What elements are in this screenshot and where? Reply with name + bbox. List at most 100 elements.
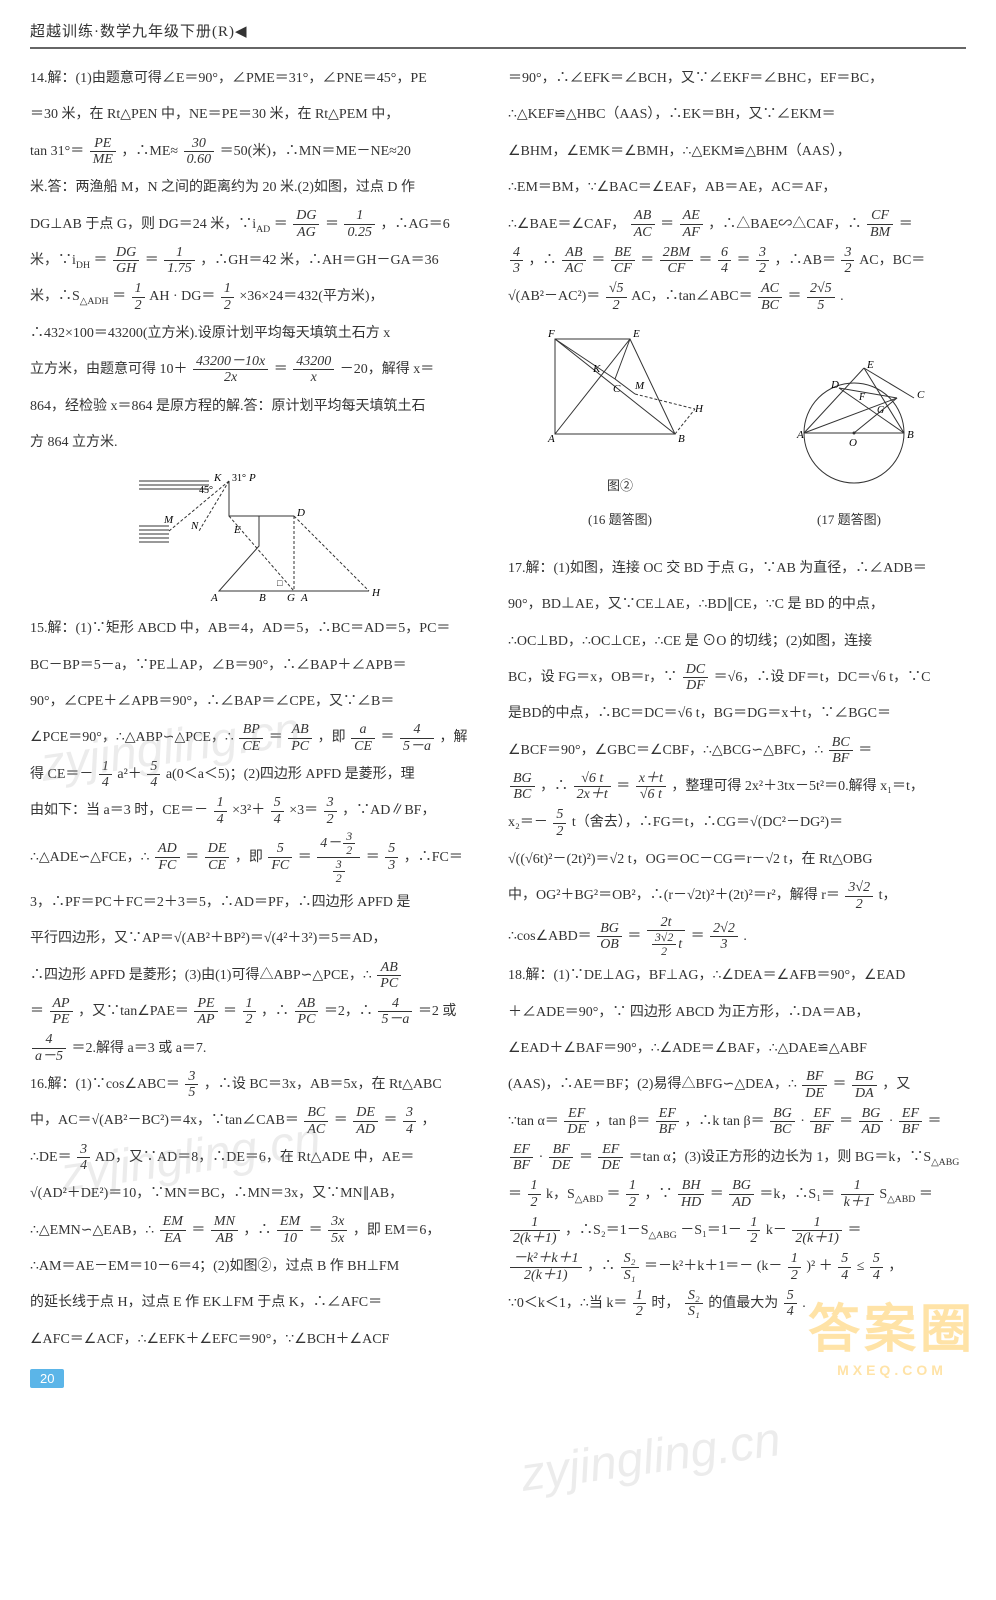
q14-line: 立方米，由题意可得 10＋ 43200－10x2x ＝ 43200x －20，解… bbox=[30, 352, 488, 388]
fraction: 3x5x bbox=[328, 1214, 347, 1246]
fraction: 4a－5 bbox=[32, 1032, 66, 1064]
q14-line: DG⊥AB 于点 G，则 DG＝24 米，∵iAD ＝ DGAG ＝ 10.25… bbox=[30, 207, 488, 243]
q16-line: 的延长线于点 H，过点 E 作 EK⊥FM 于点 K，∴∠AFC＝ bbox=[30, 1285, 488, 1321]
fraction: ABAC bbox=[562, 245, 586, 277]
svg-text:M: M bbox=[634, 380, 645, 392]
svg-text:F: F bbox=[547, 328, 555, 340]
svg-text:K: K bbox=[592, 363, 601, 375]
fraction: EFDE bbox=[598, 1142, 623, 1174]
fraction: ABAC bbox=[631, 208, 655, 240]
fraction: EFBF bbox=[899, 1106, 922, 1138]
q16-line: 16.解：(1)∵cos∠ABC＝ 35 ，∴设 BC＝3x，AB＝5x，在 R… bbox=[30, 1067, 488, 1103]
fraction: 5FC bbox=[268, 841, 292, 873]
q15-line: ∴△ADE∽△FCE，∴ ADFC ＝ DECE ，即 5FC ＝ 4－32 3… bbox=[30, 830, 488, 885]
q18-line: ＝ 12 k，S△ABD ＝ 12 ，∵ BHHD ＝ BGAD ＝k，∴S₁＝… bbox=[508, 1177, 966, 1213]
fraction: 54 bbox=[870, 1251, 883, 1283]
fraction: 2√23 bbox=[710, 921, 738, 953]
fraction: BGDA bbox=[852, 1069, 877, 1101]
left-column: 14.解：(1)由题意可得∠E＝90°，∠PME＝31°，∠PNE＝45°，PE… bbox=[30, 61, 488, 1358]
q16-line: √(AD²＋DE²)＝10，∵MN＝BC，∴MN＝3x，又∵MN∥AB， bbox=[30, 1176, 488, 1212]
figure-caption: (17 题答图) bbox=[759, 503, 939, 537]
svg-text:C: C bbox=[917, 389, 925, 401]
q14-line: ＝30 米，在 Rt△PEN 中，NE＝PE＝30 米，在 Rt△PEM 中， bbox=[30, 97, 488, 133]
fraction: x＋t√6 t bbox=[636, 771, 666, 803]
svg-text:G: G bbox=[287, 592, 295, 601]
fraction: 12 bbox=[626, 1178, 639, 1210]
fraction: DGAG bbox=[293, 208, 319, 240]
svg-text:B: B bbox=[907, 429, 914, 441]
fraction: 12 bbox=[243, 996, 256, 1028]
fraction: PEAP bbox=[194, 996, 217, 1028]
svg-text:F: F bbox=[858, 392, 866, 403]
fraction: 300.60 bbox=[184, 136, 215, 168]
fraction: ADFC bbox=[155, 841, 180, 873]
svg-text:C: C bbox=[613, 383, 621, 395]
fraction: 34 bbox=[403, 1105, 416, 1137]
q14-line: ∴432×100＝43200(立方米).设原计划平均每天填筑土石方 x bbox=[30, 316, 488, 352]
q14-line: 米.答：两渔船 M，N 之间的距离约为 20 米.(2)如图，过点 D 作 bbox=[30, 170, 488, 206]
q14-figure: K 31° P 45° M N E D A B G A H □ bbox=[30, 471, 488, 601]
q17-line: 是BD的中点，∴BC＝DC＝√6 t，BG＝DG＝x＋t，∵∠BGC＝ bbox=[508, 696, 966, 732]
fraction: 32 bbox=[756, 245, 769, 277]
fraction: 54 bbox=[838, 1251, 851, 1283]
q15-line: 3，∴PF＝PC＋FC＝2＋3＝5，∴AD＝PF，∴四边形 APFD 是 bbox=[30, 885, 488, 921]
q18-line: ＋∠ADE＝90°，∵ 四边形 ABCD 为正方形，∴DA＝AB， bbox=[508, 995, 966, 1031]
q17-line: ∠BCF＝90°，∠GBC＝∠CBF，∴△BCG∽△BFC，∴ BCBF ＝ bbox=[508, 733, 966, 769]
fraction: 43200x bbox=[293, 354, 334, 386]
svg-text:E: E bbox=[866, 359, 874, 371]
fraction: DGGH bbox=[113, 245, 139, 277]
fraction: ABPC bbox=[288, 722, 312, 754]
fraction: EFBF bbox=[510, 1142, 533, 1174]
fraction: 32 bbox=[841, 245, 854, 277]
fraction: 1k＋1 bbox=[841, 1178, 874, 1210]
fraction: 43 bbox=[510, 245, 523, 277]
q17-line: BGBC ，∴ √6 t2x＋t ＝ x＋t√6 t ，整理可得 2x²＋3tx… bbox=[508, 769, 966, 805]
q16-line: ∠AFC＝∠ACF，∴∠EFK＋∠EFC＝90°，∵∠BCH＋∠ACF bbox=[30, 1322, 488, 1358]
fraction: DECE bbox=[205, 841, 230, 873]
svg-text:H: H bbox=[371, 587, 381, 599]
fraction: EMEA bbox=[160, 1214, 186, 1246]
fraction: 34 bbox=[77, 1142, 90, 1174]
svg-text:P: P bbox=[248, 472, 256, 484]
fraction: BGBC bbox=[770, 1106, 795, 1138]
fraction: ABPC bbox=[295, 996, 319, 1028]
header-text: 超越训练·数学九年级下册(R)◀ bbox=[30, 24, 248, 40]
q17-line: 17.解：(1)如图，连接 OC 交 BD 于点 G，∵AB 为直径，∴∠ADB… bbox=[508, 551, 966, 587]
fraction: 3√22 bbox=[845, 880, 873, 912]
q14-line: 864，经检验 x＝864 是原方程的解.答：原计划平均每天填筑土石 bbox=[30, 389, 488, 425]
fraction: BFDE bbox=[802, 1069, 827, 1101]
fraction: 12 bbox=[747, 1215, 760, 1247]
q18-line: ∠EAD＋∠BAF＝90°，∴∠ADE＝∠BAF，∴△DAE≌△ABF bbox=[508, 1031, 966, 1067]
q14-line: 方 864 立方米. bbox=[30, 425, 488, 461]
svg-text:E: E bbox=[233, 524, 241, 536]
fraction: EM10 bbox=[277, 1214, 303, 1246]
q15-line: 4a－5 ＝2.解得 a＝3 或 a＝7. bbox=[30, 1031, 488, 1067]
fraction: EFBF bbox=[810, 1106, 833, 1138]
fraction: 53 bbox=[385, 841, 398, 873]
q15-line: 90°，∠CPE＋∠APB＝90°，∴∠BAP＝∠CPE，又∵∠B＝ bbox=[30, 684, 488, 720]
svg-text:D: D bbox=[830, 379, 839, 391]
figure-label: 图② bbox=[535, 469, 705, 503]
q18-line: ∵tan α＝ EFDE ，tan β＝ EFBF ，∴k tan β＝ BGB… bbox=[508, 1104, 966, 1140]
fraction: 52 bbox=[553, 807, 566, 839]
svg-text:A: A bbox=[547, 433, 555, 445]
q16-line: ∴DE＝ 34 AD，又∵AD＝8，∴DE＝6，在 Rt△ADE 中，AE＝ bbox=[30, 1140, 488, 1176]
fraction: 11.75 bbox=[164, 245, 195, 277]
page-header: 超越训练·数学九年级下册(R)◀ bbox=[30, 20, 966, 49]
q15-line: ∠PCE＝90°，∴△ABP∽△PCE，∴ BPCE ＝ ABPC ，即 aCE… bbox=[30, 720, 488, 756]
svg-text:D: D bbox=[296, 507, 305, 519]
q15-line: 由如下：当 a＝3 时，CE＝－ 14 ×3²＋ 54 ×3＝ 32 ，∵AD∥… bbox=[30, 793, 488, 829]
svg-text:B: B bbox=[678, 433, 685, 445]
fraction: 12 bbox=[788, 1251, 801, 1283]
q15-line: 得 CE＝－ 14 a²＋ 54 a(0＜a＜5)；(2)四边形 APFD 是菱… bbox=[30, 757, 488, 793]
fraction: √52 bbox=[606, 281, 627, 313]
fraction: 12 bbox=[132, 281, 145, 313]
svg-text:A: A bbox=[210, 592, 218, 601]
q16-cont: √(AB²－AC²)＝ √52 AC，∴tan∠ABC＝ ACBC ＝ 2√55… bbox=[508, 279, 966, 315]
q18-line: 12(k＋1) ，∴S₂＝1－S△ABG －S₁＝1－ 12 k－ 12(k＋1… bbox=[508, 1213, 966, 1249]
q17-line: BC，设 FG＝x，OB＝r，∵ DCDF ＝√6，∴设 DF＝t，DC＝√6 … bbox=[508, 660, 966, 696]
q15-line: ∴四边形 APFD 是菱形；(3)由(1)可得△ABP∽△PCE，∴ ABPC bbox=[30, 958, 488, 994]
svg-text:A: A bbox=[796, 429, 804, 441]
q17-line: x₂＝－ 52 t（舍去），∴FG＝t，∴CG＝√(DC²－DG²)＝ bbox=[508, 805, 966, 841]
q17-line: ∴cos∠ABD＝ BGOB ＝ 2t 3√22t ＝ 2√23 . bbox=[508, 915, 966, 959]
